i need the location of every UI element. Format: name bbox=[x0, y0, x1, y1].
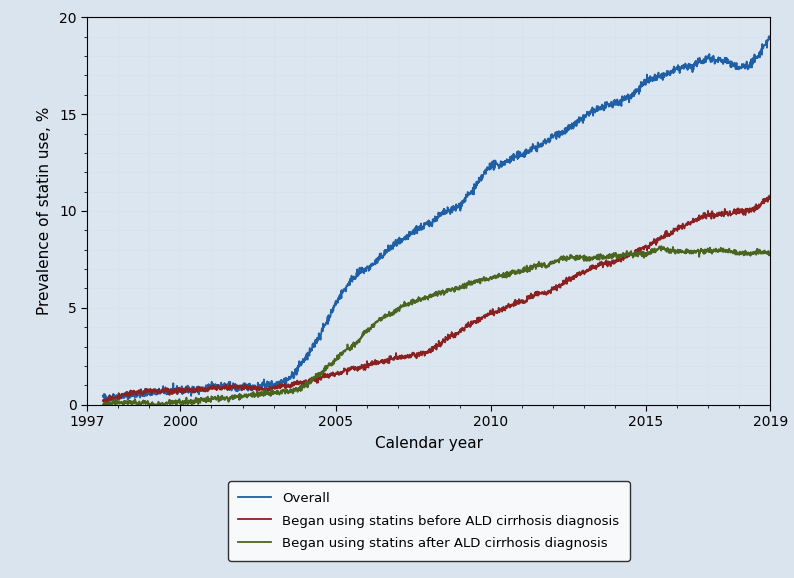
Overall bbox=[752, 55, 761, 62]
Overall bbox=[770, 28, 780, 35]
Overall bbox=[426, 221, 435, 228]
Overall bbox=[629, 90, 638, 97]
X-axis label: Calendar year: Calendar year bbox=[375, 436, 483, 451]
Began using statins before ALD cirrhosis diagnosis bbox=[752, 203, 761, 210]
Overall bbox=[753, 53, 762, 60]
Began using statins before ALD cirrhosis diagnosis bbox=[133, 388, 142, 395]
Y-axis label: Prevalence of statin use, %: Prevalence of statin use, % bbox=[37, 107, 52, 315]
Began using statins after ALD cirrhosis diagnosis bbox=[628, 250, 638, 257]
Line: Began using statins after ALD cirrhosis diagnosis: Began using statins after ALD cirrhosis … bbox=[103, 246, 777, 405]
Overall bbox=[772, 31, 781, 38]
Overall bbox=[102, 398, 112, 405]
Legend: Overall, Began using statins before ALD cirrhosis diagnosis, Began using statins: Overall, Began using statins before ALD … bbox=[228, 481, 630, 561]
Line: Overall: Overall bbox=[103, 32, 777, 402]
Began using statins before ALD cirrhosis diagnosis bbox=[629, 253, 638, 260]
Began using statins after ALD cirrhosis diagnosis bbox=[408, 298, 418, 305]
Overall bbox=[408, 227, 418, 234]
Began using statins after ALD cirrhosis diagnosis bbox=[426, 294, 435, 301]
Began using statins after ALD cirrhosis diagnosis bbox=[98, 401, 108, 408]
Overall bbox=[98, 392, 108, 399]
Overall bbox=[133, 392, 142, 399]
Began using statins before ALD cirrhosis diagnosis bbox=[98, 398, 108, 405]
Began using statins after ALD cirrhosis diagnosis bbox=[752, 246, 761, 253]
Began using statins after ALD cirrhosis diagnosis bbox=[772, 247, 781, 254]
Began using statins after ALD cirrhosis diagnosis bbox=[657, 243, 666, 250]
Began using statins before ALD cirrhosis diagnosis bbox=[408, 349, 418, 356]
Began using statins before ALD cirrhosis diagnosis bbox=[426, 349, 435, 356]
Began using statins before ALD cirrhosis diagnosis bbox=[772, 186, 781, 193]
Began using statins before ALD cirrhosis diagnosis bbox=[771, 184, 781, 191]
Began using statins before ALD cirrhosis diagnosis bbox=[100, 400, 110, 407]
Began using statins after ALD cirrhosis diagnosis bbox=[133, 400, 142, 407]
Began using statins after ALD cirrhosis diagnosis bbox=[753, 245, 762, 252]
Began using statins before ALD cirrhosis diagnosis bbox=[753, 204, 762, 211]
Line: Began using statins before ALD cirrhosis diagnosis: Began using statins before ALD cirrhosis… bbox=[103, 188, 777, 403]
